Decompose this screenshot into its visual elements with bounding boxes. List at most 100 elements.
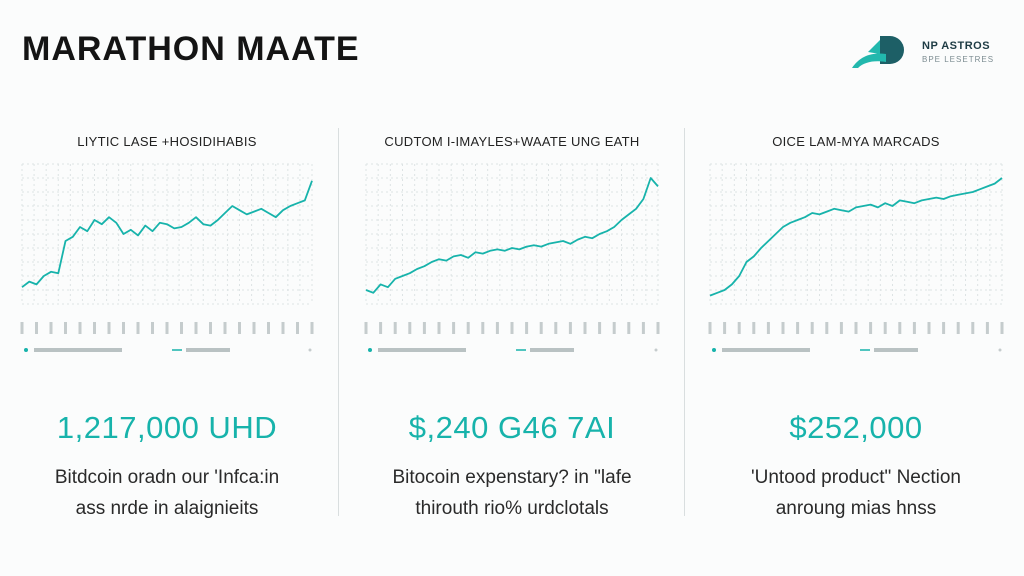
- chart-title: CUDTOM I-IMAYLES+WAATE UNG EATH: [384, 134, 640, 149]
- x-tick-label: [869, 322, 873, 334]
- description-line: 'Untood product" Nection: [751, 467, 961, 488]
- x-tick-label: [223, 322, 227, 334]
- x-tick-label: [495, 322, 499, 334]
- x-tick-label: [510, 322, 514, 334]
- x-tick-label: [267, 322, 270, 334]
- panel-divider: [338, 128, 339, 516]
- legend-entry: [722, 348, 810, 352]
- x-tick-label: [583, 322, 587, 334]
- legend-entry: [186, 348, 230, 352]
- stat-value: $252,000: [789, 410, 923, 445]
- description-line: thirouth rio% urdclotals: [415, 498, 609, 519]
- x-tick-label: [194, 322, 198, 334]
- line-chart: [20, 163, 314, 352]
- x-tick-label: [942, 322, 946, 334]
- legend-entry: [874, 348, 918, 352]
- x-tick-label: [49, 322, 53, 334]
- chart-title: LIYTIC LASE +HOSIDIHABIS: [77, 134, 257, 149]
- x-tick-label: [180, 322, 183, 334]
- x-tick-label: [310, 322, 314, 334]
- x-tick-label: [364, 322, 368, 334]
- x-tick-label: [752, 322, 756, 334]
- x-tick-label: [839, 322, 843, 334]
- x-tick-label: [781, 322, 785, 334]
- x-tick-label: [437, 322, 441, 334]
- legend-entry: [34, 348, 122, 352]
- legend-marker: [308, 348, 312, 352]
- legend-marker: [998, 348, 1002, 352]
- legend-entry: [530, 348, 574, 352]
- legend-marker: [712, 348, 716, 352]
- panel-divider: [684, 128, 685, 516]
- x-tick-label: [898, 322, 902, 334]
- x-tick-label: [985, 322, 989, 334]
- x-tick-label: [481, 322, 485, 334]
- x-tick-label: [971, 322, 975, 334]
- x-tick-label: [64, 322, 67, 334]
- x-tick-label: [810, 322, 814, 334]
- x-tick-label: [854, 322, 858, 334]
- series-line: [365, 177, 659, 294]
- chart-panel: LIYTIC LASE +HOSIDIHABIS 1,217,000 UHD B…: [18, 126, 316, 526]
- x-tick-label: [796, 322, 800, 334]
- x-tick-label: [737, 322, 741, 334]
- description-line: ass nrde in alaignieits: [75, 498, 259, 519]
- x-tick-label: [912, 322, 916, 334]
- x-tick-label: [151, 322, 154, 334]
- x-tick-label: [165, 322, 169, 334]
- legend-marker: [368, 348, 372, 352]
- x-tick-label: [252, 322, 256, 334]
- x-tick-label: [766, 322, 770, 334]
- x-tick-label: [627, 322, 631, 334]
- legend-marker: [24, 348, 28, 352]
- stat-description: 'Untood product" Nection anroung mias hn…: [706, 462, 1006, 524]
- x-tick-label: [422, 322, 426, 334]
- x-tick-label: [78, 322, 82, 334]
- x-tick-label: [209, 322, 212, 334]
- x-tick-label: [723, 322, 727, 334]
- x-tick-label: [656, 322, 660, 334]
- line-chart: [708, 163, 1004, 352]
- description-line: anroung mias hnss: [775, 498, 937, 519]
- stat-value: $,240 G46 7AI: [408, 410, 616, 445]
- x-tick-label: [825, 322, 829, 334]
- x-tick-label: [296, 322, 299, 334]
- legend-entry: [378, 348, 466, 352]
- series-line: [21, 180, 313, 288]
- x-tick-label: [598, 322, 602, 334]
- description-line: Bitdcoin oradn our 'Infca:in: [54, 467, 280, 488]
- x-tick-label: [568, 322, 572, 334]
- logo-subtitle: BPE LESETRES: [922, 55, 995, 64]
- page-title: MARATHON MAATE: [22, 30, 360, 68]
- description-line: Bitocoin expenstary? in "lafe: [392, 467, 632, 488]
- x-tick-label: [393, 322, 397, 334]
- stat-description: Bitdcoin oradn our 'Infca:in ass nrde in…: [18, 462, 316, 524]
- brand-logo: NP ASTROS BPE LESETRES: [850, 32, 1010, 76]
- x-tick-label: [525, 322, 529, 334]
- x-tick-label: [539, 322, 543, 334]
- x-tick-label: [452, 322, 456, 334]
- brand-logo-icon: [852, 36, 904, 68]
- x-tick-label: [93, 322, 96, 334]
- x-tick-label: [466, 322, 470, 334]
- x-tick-label: [1000, 322, 1004, 334]
- x-tick-label: [281, 322, 285, 334]
- x-tick-label: [238, 322, 241, 334]
- x-tick-label: [107, 322, 111, 334]
- x-tick-label: [122, 322, 125, 334]
- chart-title: OICE LAM-MYA MARCADS: [772, 134, 940, 149]
- x-tick-label: [927, 322, 931, 334]
- x-tick-label: [883, 322, 887, 334]
- x-tick-label: [641, 322, 645, 334]
- chart-panel: CUDTOM I-IMAYLES+WAATE UNG EATH $,240 G4…: [362, 126, 662, 526]
- stat-value: 1,217,000 UHD: [56, 410, 278, 445]
- line-chart: [364, 163, 660, 352]
- x-tick-label: [956, 322, 960, 334]
- x-tick-label: [35, 322, 38, 334]
- x-tick-label: [136, 322, 140, 334]
- logo-text: NP ASTROS: [922, 40, 991, 52]
- series-line: [709, 177, 1003, 297]
- x-tick-label: [708, 322, 712, 334]
- x-tick-label: [554, 322, 558, 334]
- x-tick-label: [408, 322, 412, 334]
